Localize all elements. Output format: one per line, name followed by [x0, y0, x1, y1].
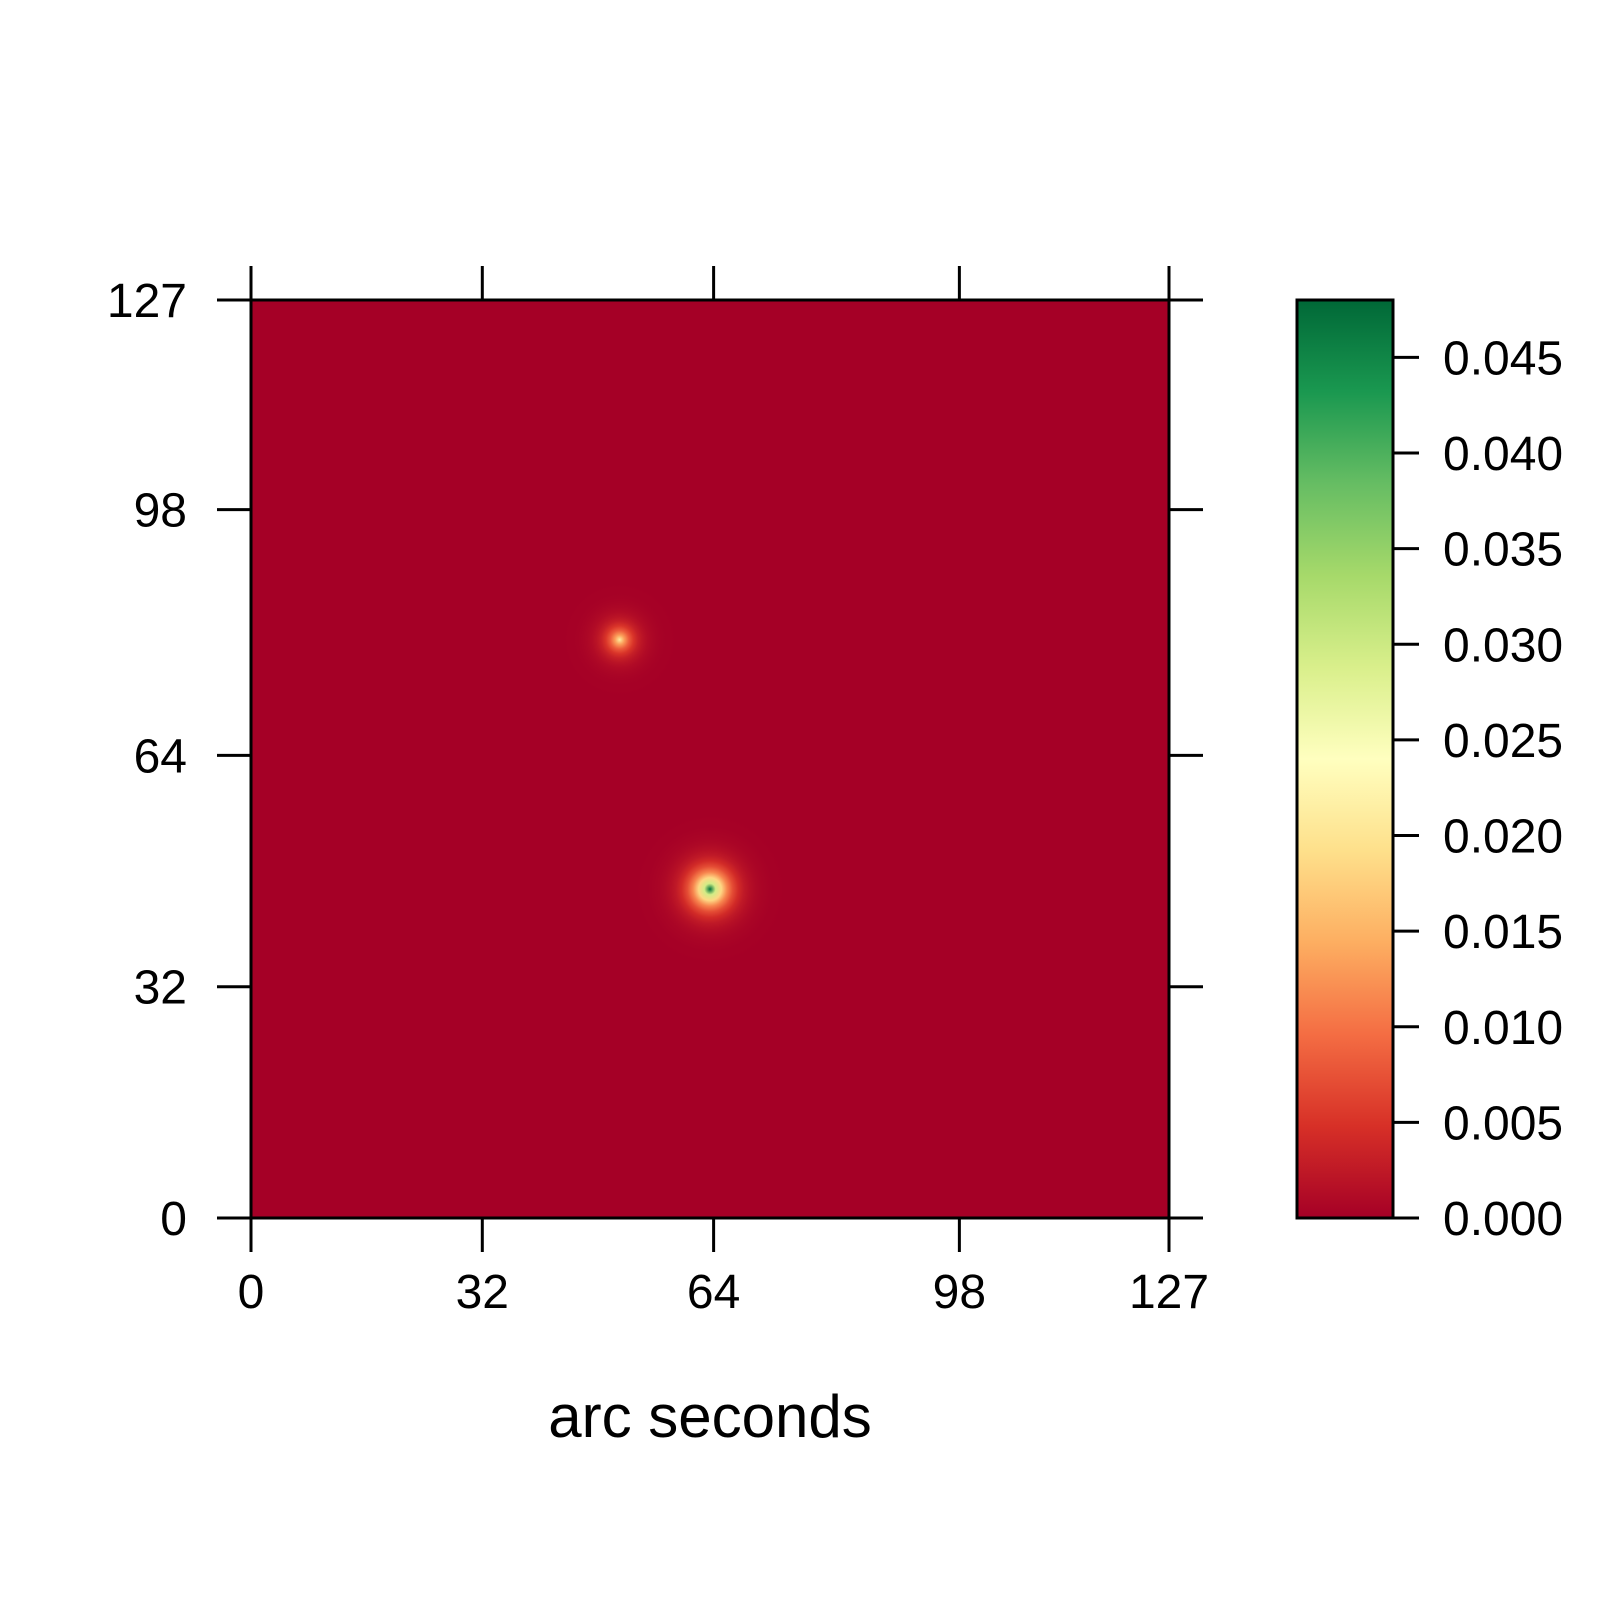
plot-area	[251, 300, 1169, 1218]
colorbar-tick-label: 0.040	[1443, 428, 1563, 481]
heatmap-source-1	[630, 809, 790, 969]
x-tick-label: 98	[933, 1266, 986, 1319]
y-tick-label: 64	[134, 730, 187, 783]
x-tick-label: 0	[238, 1266, 265, 1319]
y-tick-label: 0	[160, 1193, 187, 1246]
plot-frame	[249, 298, 1171, 1220]
colorbar-tick-label: 0.030	[1443, 619, 1563, 672]
x-tick-label: 127	[1129, 1266, 1209, 1319]
y-tick-label: 127	[107, 275, 187, 328]
x-tick-label: 32	[456, 1266, 509, 1319]
colorbar-tick-label: 0.045	[1443, 332, 1563, 385]
colorbar-tick-label: 0.000	[1443, 1193, 1563, 1246]
y-tick-label: 32	[134, 962, 187, 1015]
y-tick-label: 98	[134, 485, 187, 538]
colorbar-tick-label: 0.025	[1443, 715, 1563, 768]
colorbar: 0.000 0.005 0.010 0.015 0.020 0.025 0.030 0.035…	[1295, 298, 1563, 1246]
colorbar-tick-label: 0.015	[1443, 906, 1563, 959]
x-axis-title: arc seconds	[548, 1383, 872, 1450]
colorbar-gradient	[1297, 300, 1393, 1218]
colorbar-tick-label: 0.010	[1443, 1002, 1563, 1055]
colorbar-tick-label: 0.035	[1443, 524, 1563, 577]
colorbar-tick-label: 0.005	[1443, 1097, 1563, 1150]
colorbar-frame	[1295, 298, 1395, 1220]
x-tick-label: 64	[687, 1266, 740, 1319]
heatmap-source-2	[554, 574, 685, 705]
axes: 0 32 64 98 127 0 32 64 98 127	[107, 266, 1209, 1319]
colorbar-tick-label: 0.020	[1443, 811, 1563, 864]
heatmap-background	[251, 300, 1169, 1218]
